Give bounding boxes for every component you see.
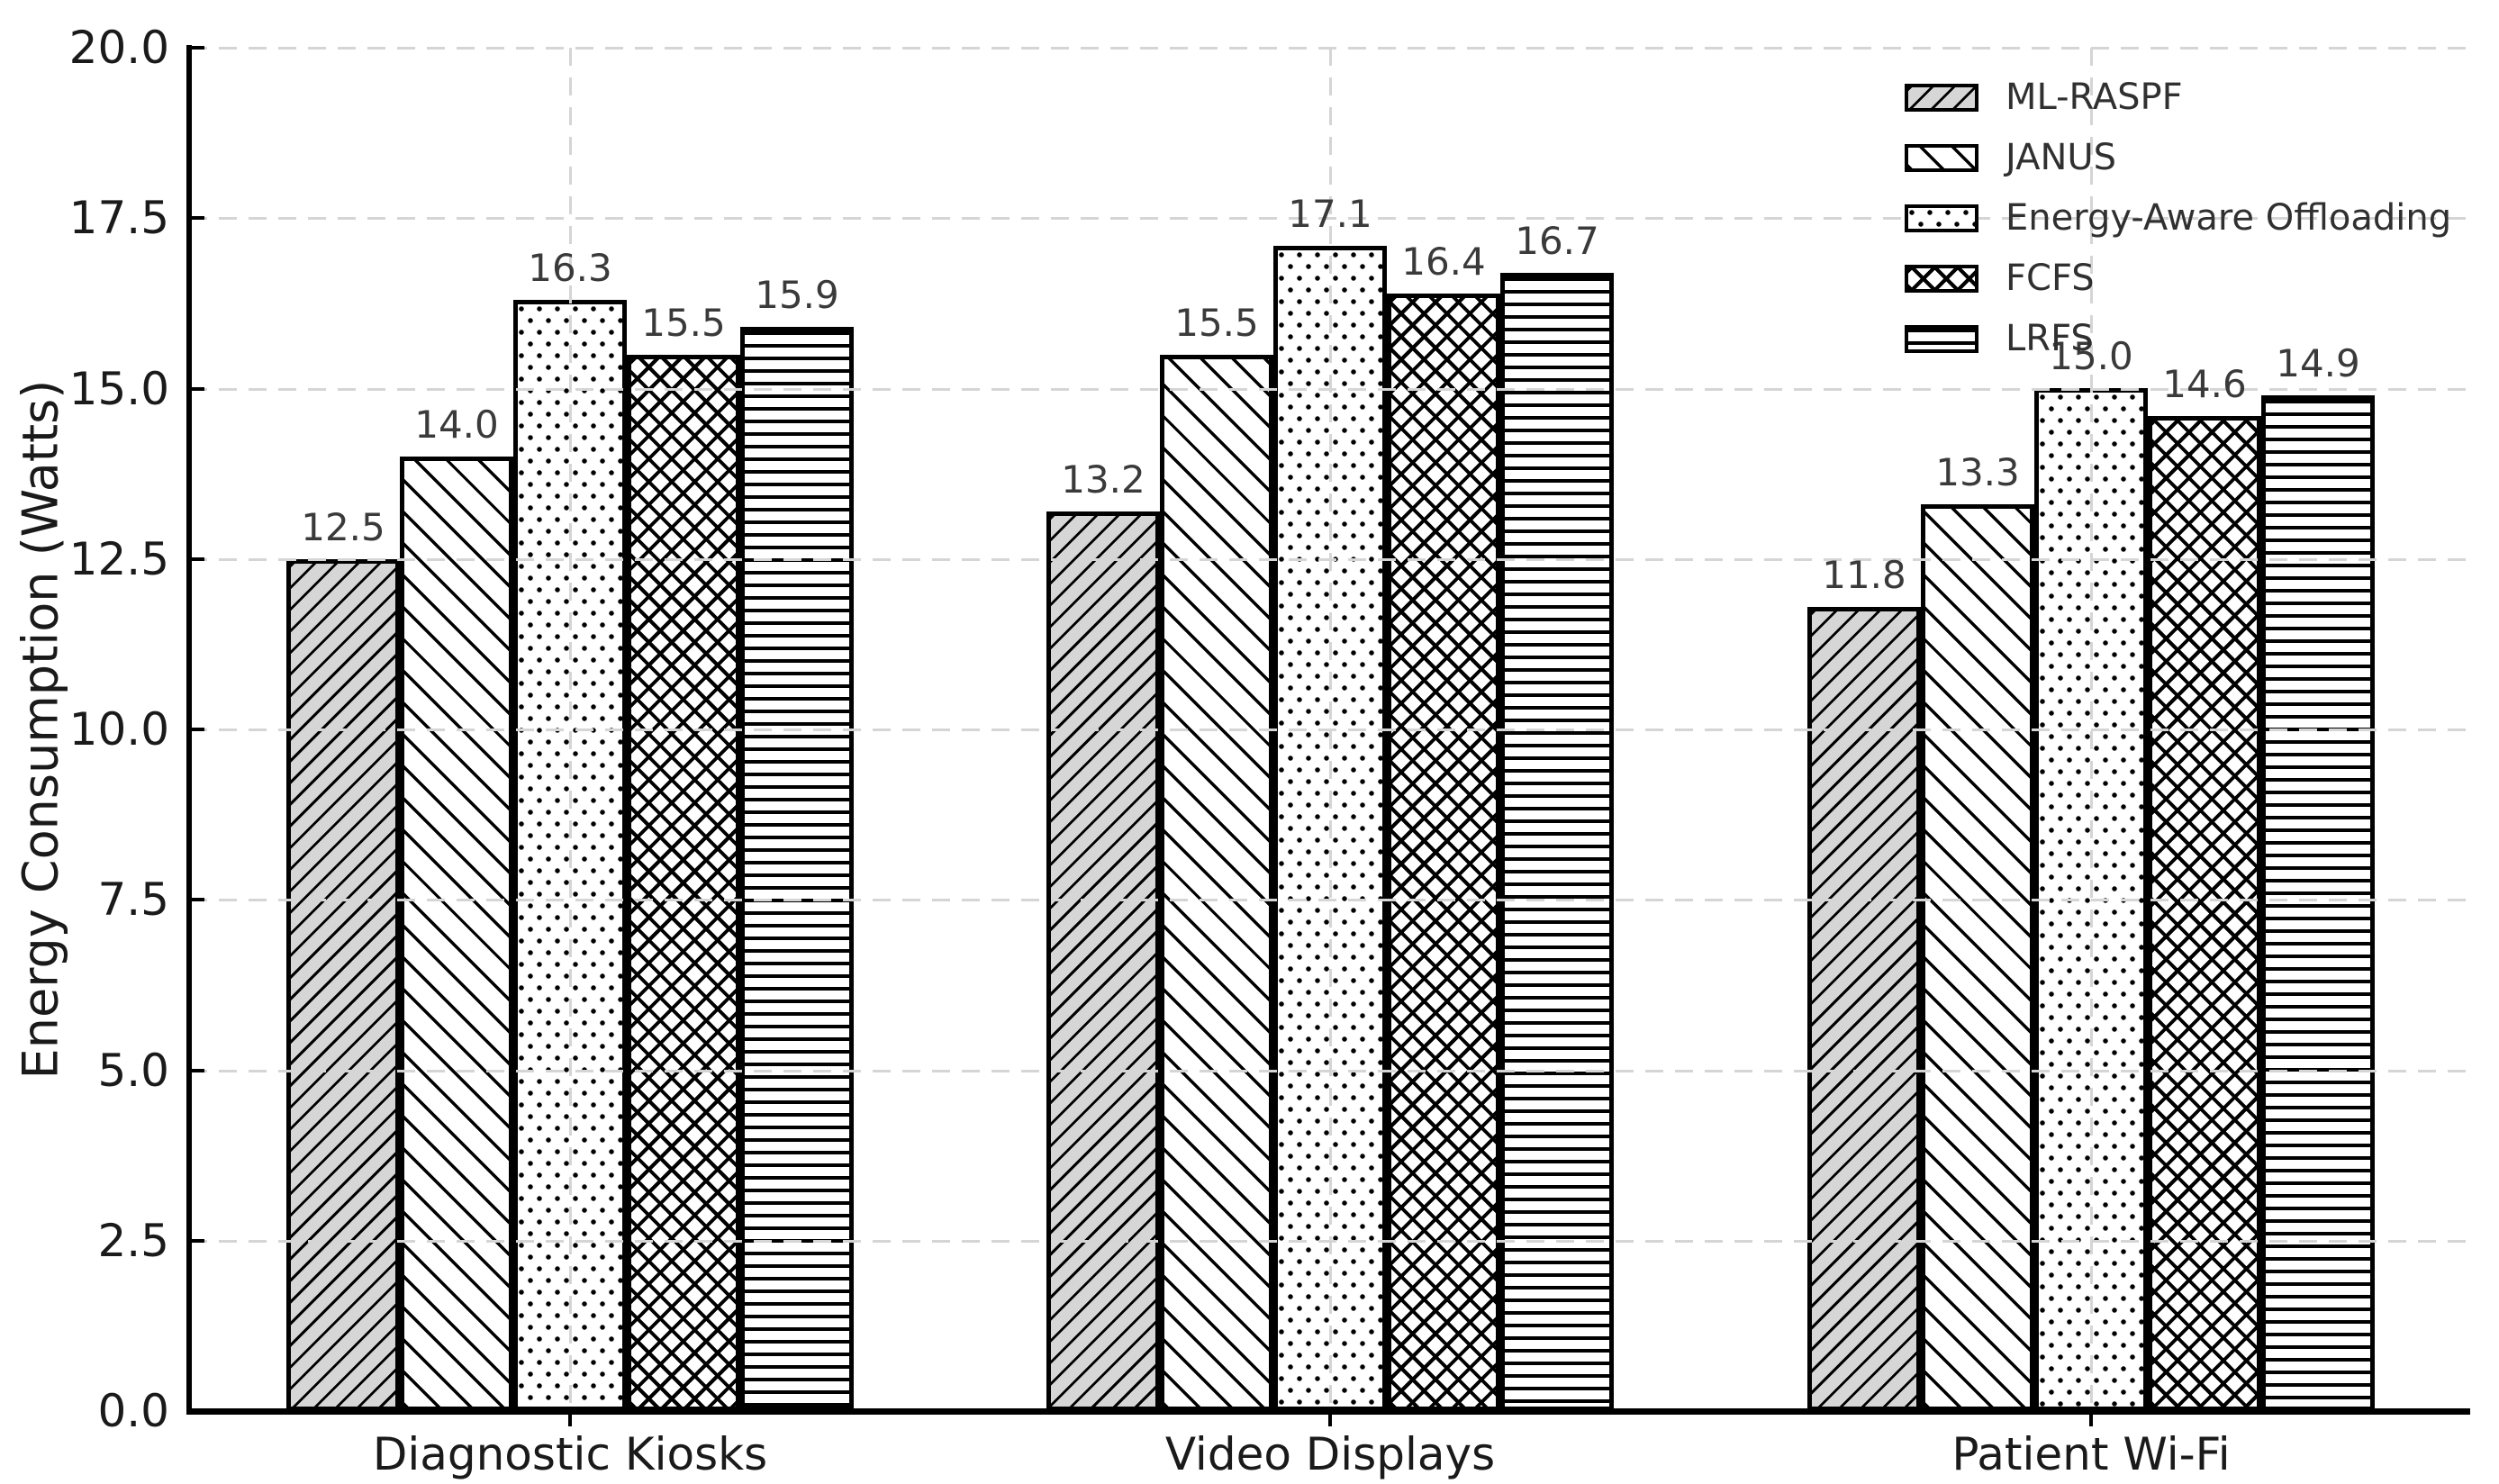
bar-ml-raspf-diagnostic-kiosks <box>286 559 400 1411</box>
y-tick-label-15.0: 15.0 <box>68 363 169 415</box>
legend-item-janus: JANUS <box>1905 140 2451 176</box>
v-gridline-video-displays <box>1329 48 1332 1411</box>
y-tick-label-17.5: 17.5 <box>68 192 169 244</box>
bar-value-label: 15.9 <box>755 273 839 317</box>
bar-value-label: 13.2 <box>1061 457 1145 502</box>
legend: ML-RASPF JANUS Energy-Aware Offloading FCFS… <box>1905 79 2451 381</box>
x-tick-video-displays <box>1328 1415 1332 1426</box>
legend-item-lrfs: LRFS <box>1905 321 2451 357</box>
bar-value-label: 16.3 <box>528 246 612 290</box>
legend-item-ml-raspf: ML-RASPF <box>1905 79 2451 115</box>
bar-lrfs-diagnostic-kiosks <box>740 327 854 1411</box>
y-tick-label-7.5: 7.5 <box>97 873 169 926</box>
legend-swatch-crosshatch-icon <box>1905 264 1978 293</box>
bar-fcfs-patient-wi-fi <box>2148 416 2261 1411</box>
bar-janus-patient-wi-fi <box>1921 504 2034 1411</box>
bar-value-label: 11.8 <box>1822 553 1906 597</box>
y-tick-label-0.0: 0.0 <box>97 1385 169 1437</box>
bar-fcfs-diagnostic-kiosks <box>627 355 740 1411</box>
x-tick-diagnostic-kiosks <box>568 1415 572 1426</box>
y-tick-0.0 <box>192 1409 204 1413</box>
y-tick-5.0 <box>192 1069 204 1072</box>
bar-janus-diagnostic-kiosks <box>400 457 513 1411</box>
plot-area: 12.5 14.0 16.3 15.5 15.9 13.2 15.5 17.1 16.4 16.7… <box>189 47 2470 1411</box>
bar-value-label: 15.0 <box>2049 334 2133 378</box>
bar-value-label: 15.5 <box>1174 301 1259 345</box>
y-axis-spine <box>186 45 192 1415</box>
y-tick-label-10.0: 10.0 <box>68 703 169 756</box>
y-tick-20.0 <box>192 46 204 50</box>
v-gridline-diagnostic-kiosks <box>569 48 572 1411</box>
bar-value-label: 14.6 <box>2162 362 2247 406</box>
bar-ml-raspf-patient-wi-fi <box>1807 607 1921 1411</box>
legend-label: JANUS <box>2006 137 2117 178</box>
legend-swatch-horizontal-lines-icon <box>1905 324 1978 353</box>
y-tick-10.0 <box>192 728 204 731</box>
bar-lrfs-video-displays <box>1500 273 1614 1411</box>
bar-value-label: 13.3 <box>1935 450 2020 494</box>
bar-ml-raspf-video-displays <box>1046 511 1160 1411</box>
bar-value-label: 14.9 <box>2276 341 2360 385</box>
x-tick-label-patient-wi-fi: Patient Wi-Fi <box>1951 1428 2231 1480</box>
bar-value-label: 16.7 <box>1515 219 1599 263</box>
y-tick-7.5 <box>192 898 204 901</box>
bar-value-label: 14.0 <box>414 403 499 447</box>
legend-label: ML-RASPF <box>2006 77 2183 118</box>
legend-item-energy-aware-offloading: Energy-Aware Offloading <box>1905 200 2451 236</box>
bar-value-label: 15.5 <box>641 301 726 345</box>
y-tick-label-5.0: 5.0 <box>97 1045 169 1097</box>
x-tick-label-video-displays: Video Displays <box>1164 1428 1496 1480</box>
bar-lrfs-patient-wi-fi <box>2261 395 2375 1411</box>
y-tick-15.0 <box>192 387 204 391</box>
bar-value-label: 12.5 <box>301 505 385 549</box>
legend-item-fcfs: FCFS <box>1905 260 2451 296</box>
x-tick-patient-wi-fi <box>2089 1415 2093 1426</box>
y-tick-17.5 <box>192 216 204 220</box>
y-tick-label-2.5: 2.5 <box>97 1215 169 1267</box>
legend-label: LRFS <box>2006 318 2094 359</box>
bar-janus-video-displays <box>1160 355 1273 1411</box>
bar-value-label: 16.4 <box>1401 240 1486 284</box>
legend-label: Energy-Aware Offloading <box>2006 197 2452 239</box>
y-tick-label-20.0: 20.0 <box>68 22 169 74</box>
bar-value-label: 17.1 <box>1288 192 1372 236</box>
y-tick-12.5 <box>192 557 204 561</box>
v-gridline-patient-wi-fi <box>2090 48 2093 1411</box>
x-axis-spine <box>186 1408 2470 1415</box>
y-tick-label-12.5: 12.5 <box>68 533 169 585</box>
legend-label: FCFS <box>2006 258 2095 299</box>
legend-swatch-back-diagonal-icon <box>1905 143 1978 172</box>
y-tick-2.5 <box>192 1239 204 1243</box>
legend-swatch-dots-icon <box>1905 204 1978 232</box>
legend-swatch-forward-diagonal-icon <box>1905 83 1978 112</box>
bar-fcfs-video-displays <box>1387 294 1500 1411</box>
x-tick-label-diagnostic-kiosks: Diagnostic Kiosks <box>372 1428 768 1480</box>
